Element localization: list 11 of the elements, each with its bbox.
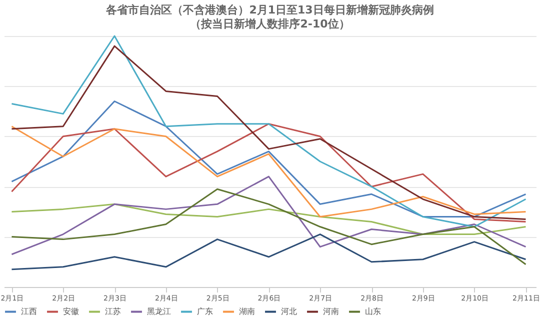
legend-label: 河南 xyxy=(323,306,339,316)
chart-subtitle: （按当日新增人数排序2-10位） xyxy=(190,17,350,30)
legend-label: 江苏 xyxy=(105,306,121,316)
legend-label: 广东 xyxy=(197,306,213,316)
legend-label: 山东 xyxy=(365,306,381,316)
legend-label: 江西 xyxy=(21,306,37,316)
legend-label: 湖南 xyxy=(239,306,255,316)
chart-title: 各省市自治区（不含港澳台）2月1日至13日每日新增新冠肺炎病例 xyxy=(105,3,434,16)
legend-label: 河北 xyxy=(281,306,297,316)
legend-label: 黑龙江 xyxy=(147,306,171,316)
legend-label: 安徽 xyxy=(63,306,79,316)
